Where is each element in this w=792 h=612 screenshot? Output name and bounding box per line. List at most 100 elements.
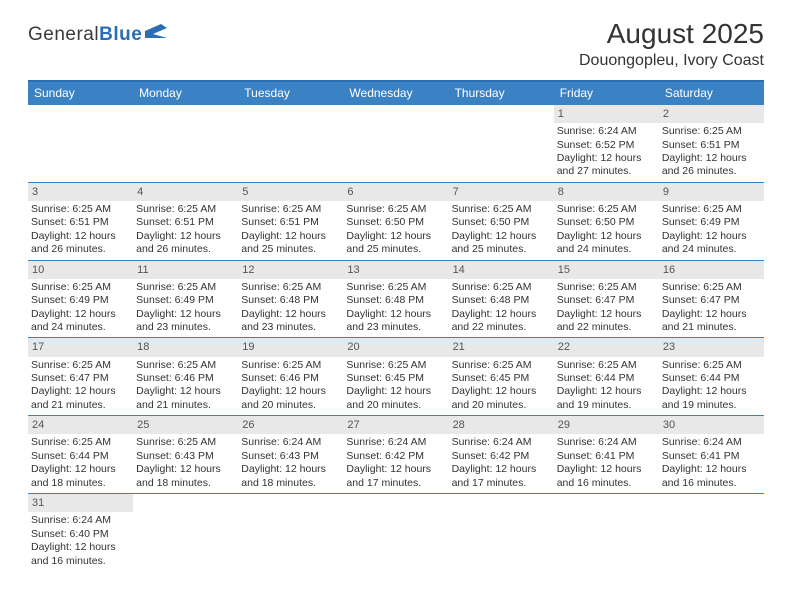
sunset-line: Sunset: 6:44 PM xyxy=(662,372,761,385)
day-header: Saturday xyxy=(659,82,764,105)
calendar-cell xyxy=(133,494,238,571)
sunrise-line: Sunrise: 6:25 AM xyxy=(557,281,656,294)
calendar-cell: 22Sunrise: 6:25 AMSunset: 6:44 PMDayligh… xyxy=(554,338,659,415)
calendar-cell: 12Sunrise: 6:25 AMSunset: 6:48 PMDayligh… xyxy=(238,261,343,338)
daylight-line: Daylight: 12 hours and 20 minutes. xyxy=(452,385,551,412)
sunset-line: Sunset: 6:45 PM xyxy=(346,372,445,385)
sunrise-line: Sunrise: 6:25 AM xyxy=(31,203,130,216)
sunset-line: Sunset: 6:44 PM xyxy=(31,450,130,463)
calendar-cell: 25Sunrise: 6:25 AMSunset: 6:43 PMDayligh… xyxy=(133,416,238,493)
calendar-cell: 9Sunrise: 6:25 AMSunset: 6:49 PMDaylight… xyxy=(659,183,764,260)
calendar-cell xyxy=(28,105,133,182)
day-header: Friday xyxy=(554,82,659,105)
week-row: 1Sunrise: 6:24 AMSunset: 6:52 PMDaylight… xyxy=(28,105,764,183)
calendar-cell: 7Sunrise: 6:25 AMSunset: 6:50 PMDaylight… xyxy=(449,183,554,260)
sunset-line: Sunset: 6:51 PM xyxy=(241,216,340,229)
calendar-cell: 16Sunrise: 6:25 AMSunset: 6:47 PMDayligh… xyxy=(659,261,764,338)
sunset-line: Sunset: 6:43 PM xyxy=(136,450,235,463)
sunrise-line: Sunrise: 6:25 AM xyxy=(241,359,340,372)
day-number: 29 xyxy=(554,416,659,434)
cell-body: Sunrise: 6:25 AMSunset: 6:44 PMDaylight:… xyxy=(659,357,764,416)
sunrise-line: Sunrise: 6:25 AM xyxy=(662,359,761,372)
day-number: 5 xyxy=(238,183,343,201)
sunrise-line: Sunrise: 6:25 AM xyxy=(452,203,551,216)
sunset-line: Sunset: 6:51 PM xyxy=(31,216,130,229)
sunrise-line: Sunrise: 6:25 AM xyxy=(662,125,761,138)
sunrise-line: Sunrise: 6:25 AM xyxy=(662,281,761,294)
location: Douongopleu, Ivory Coast xyxy=(579,52,764,70)
sunset-line: Sunset: 6:46 PM xyxy=(241,372,340,385)
sunset-line: Sunset: 6:47 PM xyxy=(662,294,761,307)
sunset-line: Sunset: 6:51 PM xyxy=(136,216,235,229)
cell-body: Sunrise: 6:25 AMSunset: 6:50 PMDaylight:… xyxy=(449,201,554,260)
sunrise-line: Sunrise: 6:25 AM xyxy=(31,281,130,294)
calendar-cell xyxy=(449,494,554,571)
sunset-line: Sunset: 6:50 PM xyxy=(346,216,445,229)
daylight-line: Daylight: 12 hours and 20 minutes. xyxy=(241,385,340,412)
calendar-cell: 4Sunrise: 6:25 AMSunset: 6:51 PMDaylight… xyxy=(133,183,238,260)
cell-body: Sunrise: 6:24 AMSunset: 6:42 PMDaylight:… xyxy=(343,434,448,493)
cell-body: Sunrise: 6:25 AMSunset: 6:51 PMDaylight:… xyxy=(659,123,764,182)
day-number: 4 xyxy=(133,183,238,201)
day-number: 23 xyxy=(659,338,764,356)
cell-body: Sunrise: 6:25 AMSunset: 6:50 PMDaylight:… xyxy=(554,201,659,260)
daylight-line: Daylight: 12 hours and 17 minutes. xyxy=(452,463,551,490)
daylight-line: Daylight: 12 hours and 19 minutes. xyxy=(662,385,761,412)
sunrise-line: Sunrise: 6:25 AM xyxy=(241,281,340,294)
sunset-line: Sunset: 6:48 PM xyxy=(452,294,551,307)
sunrise-line: Sunrise: 6:25 AM xyxy=(346,281,445,294)
calendar-cell: 26Sunrise: 6:24 AMSunset: 6:43 PMDayligh… xyxy=(238,416,343,493)
cell-body: Sunrise: 6:24 AMSunset: 6:40 PMDaylight:… xyxy=(28,512,133,571)
calendar-cell: 29Sunrise: 6:24 AMSunset: 6:41 PMDayligh… xyxy=(554,416,659,493)
week-row: 31Sunrise: 6:24 AMSunset: 6:40 PMDayligh… xyxy=(28,494,764,571)
sunrise-line: Sunrise: 6:25 AM xyxy=(346,359,445,372)
cell-body: Sunrise: 6:24 AMSunset: 6:42 PMDaylight:… xyxy=(449,434,554,493)
calendar-cell xyxy=(449,105,554,182)
calendar-cell: 2Sunrise: 6:25 AMSunset: 6:51 PMDaylight… xyxy=(659,105,764,182)
daylight-line: Daylight: 12 hours and 25 minutes. xyxy=(346,230,445,257)
cell-body: Sunrise: 6:25 AMSunset: 6:51 PMDaylight:… xyxy=(238,201,343,260)
calendar-cell: 17Sunrise: 6:25 AMSunset: 6:47 PMDayligh… xyxy=(28,338,133,415)
daylight-line: Daylight: 12 hours and 16 minutes. xyxy=(31,541,130,568)
sunrise-line: Sunrise: 6:24 AM xyxy=(241,436,340,449)
logo-text: GeneralBlue xyxy=(28,24,142,46)
sunset-line: Sunset: 6:40 PM xyxy=(31,528,130,541)
month-title: August 2025 xyxy=(579,18,764,50)
calendar-cell xyxy=(343,105,448,182)
calendar-cell xyxy=(133,105,238,182)
sunset-line: Sunset: 6:44 PM xyxy=(557,372,656,385)
sunset-line: Sunset: 6:48 PM xyxy=(241,294,340,307)
sunrise-line: Sunrise: 6:25 AM xyxy=(662,203,761,216)
cell-body: Sunrise: 6:25 AMSunset: 6:48 PMDaylight:… xyxy=(238,279,343,338)
day-number: 26 xyxy=(238,416,343,434)
day-header: Monday xyxy=(133,82,238,105)
daylight-line: Daylight: 12 hours and 24 minutes. xyxy=(31,308,130,335)
daylight-line: Daylight: 12 hours and 17 minutes. xyxy=(346,463,445,490)
day-number: 6 xyxy=(343,183,448,201)
day-number: 16 xyxy=(659,261,764,279)
day-number: 12 xyxy=(238,261,343,279)
daylight-line: Daylight: 12 hours and 26 minutes. xyxy=(31,230,130,257)
daylight-line: Daylight: 12 hours and 18 minutes. xyxy=(31,463,130,490)
calendar-cell: 11Sunrise: 6:25 AMSunset: 6:49 PMDayligh… xyxy=(133,261,238,338)
daylight-line: Daylight: 12 hours and 16 minutes. xyxy=(662,463,761,490)
calendar-cell xyxy=(238,494,343,571)
cell-body: Sunrise: 6:24 AMSunset: 6:41 PMDaylight:… xyxy=(554,434,659,493)
sunrise-line: Sunrise: 6:25 AM xyxy=(136,281,235,294)
calendar-cell: 28Sunrise: 6:24 AMSunset: 6:42 PMDayligh… xyxy=(449,416,554,493)
logo: GeneralBlue xyxy=(28,18,167,46)
sunrise-line: Sunrise: 6:25 AM xyxy=(557,359,656,372)
daylight-line: Daylight: 12 hours and 24 minutes. xyxy=(557,230,656,257)
day-number: 18 xyxy=(133,338,238,356)
daylight-line: Daylight: 12 hours and 23 minutes. xyxy=(346,308,445,335)
sunset-line: Sunset: 6:52 PM xyxy=(557,139,656,152)
calendar-cell xyxy=(238,105,343,182)
calendar-cell: 27Sunrise: 6:24 AMSunset: 6:42 PMDayligh… xyxy=(343,416,448,493)
day-number: 21 xyxy=(449,338,554,356)
sunrise-line: Sunrise: 6:25 AM xyxy=(136,436,235,449)
daylight-line: Daylight: 12 hours and 19 minutes. xyxy=(557,385,656,412)
cell-body: Sunrise: 6:25 AMSunset: 6:46 PMDaylight:… xyxy=(133,357,238,416)
cell-body: Sunrise: 6:25 AMSunset: 6:48 PMDaylight:… xyxy=(343,279,448,338)
sunrise-line: Sunrise: 6:24 AM xyxy=(662,436,761,449)
calendar-cell: 18Sunrise: 6:25 AMSunset: 6:46 PMDayligh… xyxy=(133,338,238,415)
